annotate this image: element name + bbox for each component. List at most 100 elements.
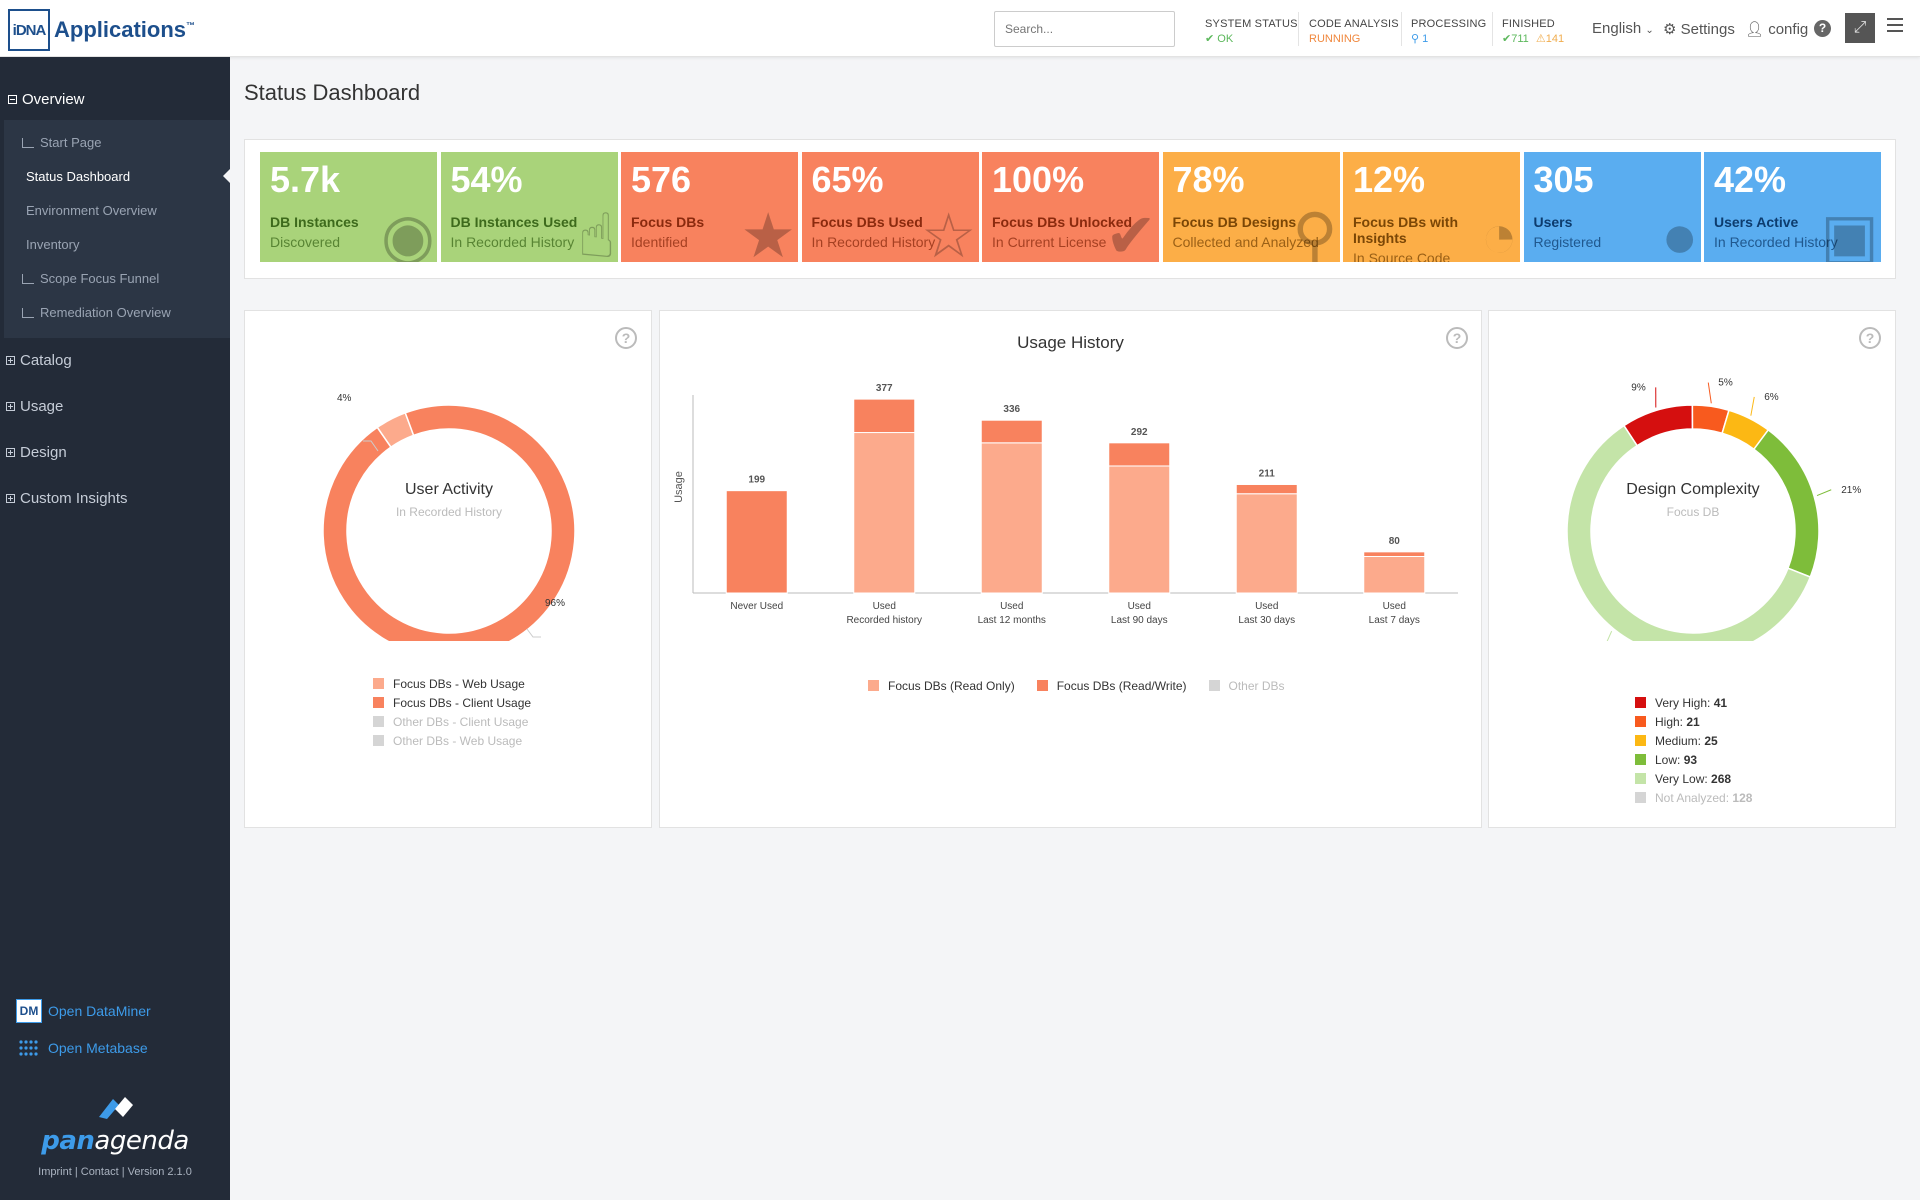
label-connector	[363, 440, 379, 452]
slice-pct-label: 9%	[1631, 382, 1646, 393]
kpi-title: Focus DBs	[631, 214, 705, 230]
donut-slice[interactable]	[322, 404, 576, 641]
legend-item[interactable]: Focus DBs - Web Usage	[373, 674, 531, 693]
donut-slice[interactable]	[1622, 404, 1694, 447]
kpi-tile[interactable]: 42% Users Active In Recorded History ▣	[1704, 152, 1881, 262]
user-icon: ●	[1661, 202, 1699, 263]
bar-segment[interactable]	[1235, 483, 1298, 495]
bar-segment[interactable]	[1108, 442, 1171, 467]
kpi-tile[interactable]: 54% DB Instances Used In Recorded History ☝	[440, 152, 618, 262]
logo-text: Applications	[54, 17, 187, 42]
legend-item[interactable]: Focus DBs (Read Only)	[868, 676, 1015, 695]
legend-label: Other DBs	[1228, 678, 1285, 693]
sidebar-item-label: Overview	[22, 90, 85, 108]
bar-segment[interactable]	[725, 490, 788, 594]
legend-label: Not Analyzed:	[1655, 790, 1730, 805]
sidebar-item-design[interactable]: Design	[6, 444, 67, 461]
open-dataminer-link[interactable]: DM Open DataMiner	[16, 999, 151, 1023]
x-tick-label: Last 7 days	[1369, 615, 1420, 626]
finished-ok-value: 711	[1511, 33, 1529, 45]
sidebar-item-scope-focus-funnel[interactable]: Scope Focus Funnel	[22, 271, 159, 286]
bar-segment[interactable]	[1363, 555, 1426, 594]
label-connector	[1606, 630, 1613, 641]
legend-item[interactable]: Other DBs	[1208, 676, 1285, 695]
user-menu[interactable]: 👤︎ config	[1745, 20, 1808, 38]
language-dropdown[interactable]: English ⌄	[1592, 20, 1654, 37]
system-status-label: SYSTEM STATUS	[1205, 18, 1298, 30]
sidebar-footer[interactable]: Imprint | Contact | Version 2.1.0	[38, 1166, 192, 1178]
bar-total-label: 211	[1259, 468, 1276, 479]
kpi-subtitle: Identified	[631, 234, 688, 250]
legend-item[interactable]: High: 21	[1635, 712, 1752, 731]
code-analysis-status[interactable]: CODE ANALYSIS RUNNING	[1309, 17, 1399, 47]
kpi-tile[interactable]: 576 Focus DBs Identified ★	[621, 152, 798, 262]
kpi-tile[interactable]: 100% Focus DBs Unlocked In Current License…	[982, 152, 1159, 262]
hamburger-menu-icon[interactable]	[1887, 18, 1903, 32]
legend-item[interactable]: Medium: 25	[1635, 731, 1752, 750]
legend-label: High:	[1655, 714, 1684, 729]
help-icon[interactable]: ?	[1859, 327, 1881, 349]
help-icon[interactable]: ?	[1446, 327, 1468, 349]
help-icon[interactable]: ?	[1814, 20, 1831, 37]
sidebar: Overview Start Page Status Dashboard Env…	[0, 57, 230, 1200]
legend-item[interactable]: Focus DBs - Client Usage	[373, 693, 531, 712]
legend-item[interactable]: Very Low: 268	[1635, 769, 1752, 788]
sidebar-item-environment-overview[interactable]: Environment Overview	[26, 203, 157, 218]
donut-slice[interactable]	[1752, 428, 1820, 578]
bar-segment[interactable]	[1363, 551, 1426, 557]
legend-item[interactable]: Not Analyzed: 128	[1635, 788, 1752, 807]
bar-total-label: 336	[1003, 404, 1020, 415]
search-input[interactable]	[994, 11, 1175, 47]
settings-link[interactable]: ⚙ Settings	[1663, 20, 1735, 38]
kpi-tile[interactable]: 65% Focus DBs Used In Recorded History ☆	[801, 152, 979, 263]
kpi-tile[interactable]: 305 Users Registered ●	[1523, 152, 1701, 263]
app-logo[interactable]: iDNA Applications™	[8, 9, 195, 51]
kpi-subtitle: In Recorded History	[1714, 234, 1838, 250]
sidebar-item-start-page[interactable]: Start Page	[22, 135, 101, 150]
system-status[interactable]: SYSTEM STATUS ✔ OK	[1205, 17, 1298, 47]
sidebar-item-usage[interactable]: Usage	[6, 398, 63, 415]
kpi-tile[interactable]: 78% Focus DB Designs Collected and Analyze…	[1162, 152, 1340, 262]
sidebar-item-overview[interactable]: Overview	[0, 83, 230, 115]
slice-pct-label: 5%	[1718, 378, 1733, 389]
bar-segment[interactable]	[980, 442, 1043, 594]
logo-tm: ™	[186, 20, 196, 31]
kpi-title: DB Instances	[270, 214, 359, 230]
bar-segment[interactable]	[1235, 493, 1298, 594]
design-complexity-card: ? 9%5%6%21%60% Design Complexity Focus D…	[1488, 310, 1896, 828]
eye-icon: ◉	[380, 202, 435, 263]
finished-status[interactable]: FINISHED ✔711 ⚠141	[1502, 17, 1564, 47]
kpi-title: Focus DBs Used	[811, 214, 923, 230]
bar-segment[interactable]	[1108, 465, 1171, 594]
legend-item[interactable]: Other DBs - Client Usage	[373, 712, 531, 731]
donut-slice[interactable]	[1566, 424, 1812, 641]
sidebar-item-catalog[interactable]: Catalog	[6, 352, 72, 369]
legend-label: Focus DBs - Web Usage	[393, 676, 525, 691]
fullscreen-icon[interactable]: ⤢	[1845, 13, 1875, 43]
bar-segment[interactable]	[853, 432, 916, 594]
sidebar-item-inventory[interactable]: Inventory	[26, 237, 79, 252]
star-outline-icon: ☆	[920, 202, 977, 263]
system-status-value: OK	[1217, 33, 1234, 45]
code-analysis-label: CODE ANALYSIS	[1309, 18, 1399, 30]
sidebar-item-remediation-overview[interactable]: Remediation Overview	[22, 305, 171, 320]
legend-item[interactable]: Focus DBs (Read/Write)	[1036, 676, 1187, 695]
check-icon: ✔	[1502, 33, 1512, 45]
label-connector	[526, 628, 541, 638]
help-icon[interactable]: ?	[615, 327, 637, 349]
processing-status[interactable]: PROCESSING ⚲ 1	[1411, 17, 1486, 47]
kpi-title: Users Active	[1714, 214, 1799, 230]
legend-item[interactable]: Other DBs - Web Usage	[373, 731, 531, 750]
sidebar-item-custom-insights[interactable]: Custom Insights	[6, 490, 128, 507]
legend-label: Low:	[1655, 752, 1681, 767]
sidebar-item-status-dashboard[interactable]: Status Dashboard	[26, 169, 130, 184]
kpi-tile[interactable]: 5.7k DB Instances Discovered ◉	[260, 152, 437, 262]
sidebar-item-label: Catalog	[20, 352, 72, 369]
legend-item[interactable]: Low: 93	[1635, 750, 1752, 769]
legend-item[interactable]: Very High: 41	[1635, 693, 1752, 712]
expand-icon	[6, 356, 15, 365]
bar-segment[interactable]	[853, 398, 916, 434]
bar-segment[interactable]	[980, 419, 1043, 444]
kpi-tile[interactable]: 12% Focus DBs with Insights In Source Code…	[1343, 152, 1520, 262]
open-metabase-link[interactable]: Open Metabase	[16, 1036, 148, 1060]
